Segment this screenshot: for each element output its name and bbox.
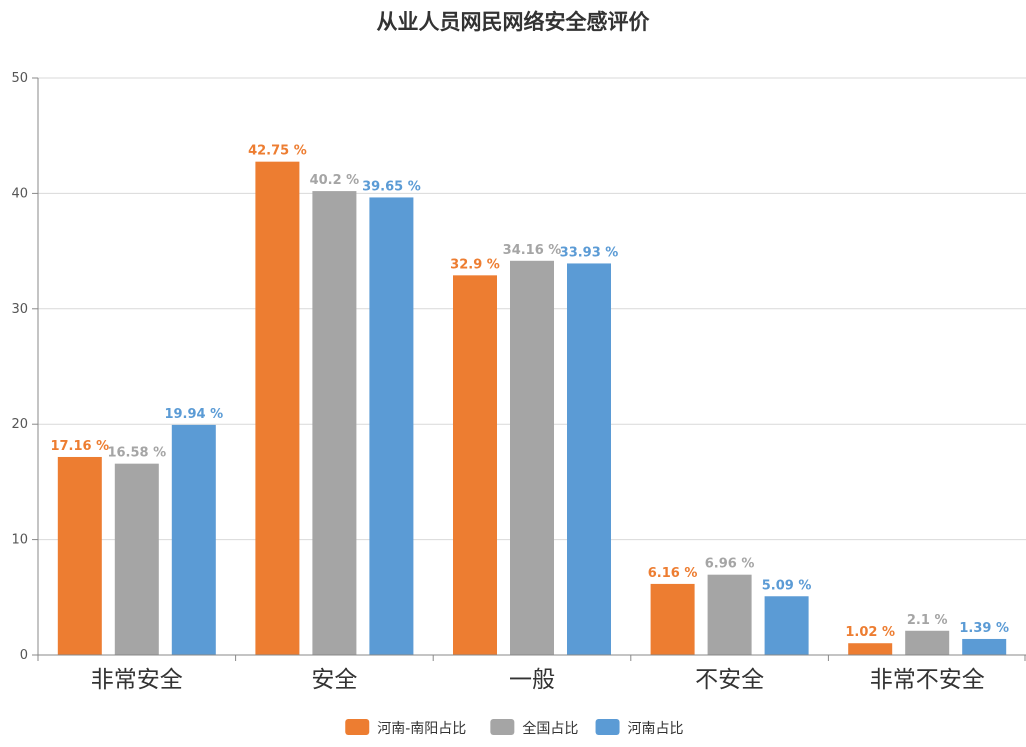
legend-label[interactable]: 河南-南阳占比 bbox=[377, 721, 466, 737]
legend-label[interactable]: 河南占比 bbox=[628, 721, 684, 737]
bar[interactable] bbox=[962, 638, 1007, 655]
bar[interactable] bbox=[510, 260, 554, 655]
data-label: 2.1 % bbox=[907, 613, 948, 628]
y-tick-label: 40 bbox=[11, 186, 28, 201]
data-label: 39.65 % bbox=[362, 179, 421, 194]
y-tick-label: 50 bbox=[11, 71, 28, 86]
y-tick-label: 20 bbox=[11, 417, 28, 432]
x-tick-label: 非常安全 bbox=[91, 667, 183, 693]
x-tick-label: 非常不安全 bbox=[870, 667, 985, 693]
data-label: 42.75 % bbox=[248, 144, 307, 159]
x-tick-label: 不安全 bbox=[695, 667, 764, 693]
bar[interactable] bbox=[171, 424, 216, 655]
bar[interactable] bbox=[114, 463, 159, 655]
chart-title: 从业人员网民网络安全感评价 bbox=[376, 10, 650, 34]
bar[interactable] bbox=[905, 630, 950, 655]
bar[interactable] bbox=[453, 275, 497, 655]
bar[interactable] bbox=[312, 191, 357, 656]
bar[interactable] bbox=[369, 197, 414, 655]
bar[interactable] bbox=[650, 583, 695, 655]
data-label: 5.09 % bbox=[762, 578, 812, 593]
data-label: 33.93 % bbox=[560, 245, 619, 260]
y-tick-label: 30 bbox=[11, 302, 28, 317]
data-label: 1.39 % bbox=[959, 621, 1009, 636]
data-label: 34.16 % bbox=[503, 243, 562, 258]
bar[interactable] bbox=[764, 596, 809, 655]
legend-swatch[interactable] bbox=[595, 719, 620, 735]
data-label: 6.16 % bbox=[648, 566, 698, 581]
x-tick-label: 一般 bbox=[509, 667, 555, 693]
data-label: 16.58 % bbox=[107, 446, 166, 461]
legend-swatch[interactable] bbox=[345, 719, 370, 735]
data-label: 6.96 % bbox=[705, 557, 755, 572]
legend-label[interactable]: 全国占比 bbox=[522, 720, 578, 737]
y-tick-label: 10 bbox=[11, 533, 28, 548]
y-tick-label: 0 bbox=[20, 648, 28, 663]
bar[interactable] bbox=[848, 643, 893, 655]
data-label: 40.2 % bbox=[310, 173, 360, 188]
x-tick-label: 安全 bbox=[311, 667, 357, 693]
data-label: 1.02 % bbox=[845, 625, 895, 640]
bar[interactable] bbox=[255, 161, 300, 656]
bar[interactable] bbox=[707, 574, 752, 655]
data-label: 17.16 % bbox=[50, 439, 109, 454]
data-label: 19.94 % bbox=[164, 407, 223, 422]
data-label: 32.9 % bbox=[450, 257, 500, 272]
legend-swatch[interactable] bbox=[490, 719, 515, 735]
bar[interactable] bbox=[567, 263, 611, 655]
bar[interactable] bbox=[57, 456, 102, 655]
